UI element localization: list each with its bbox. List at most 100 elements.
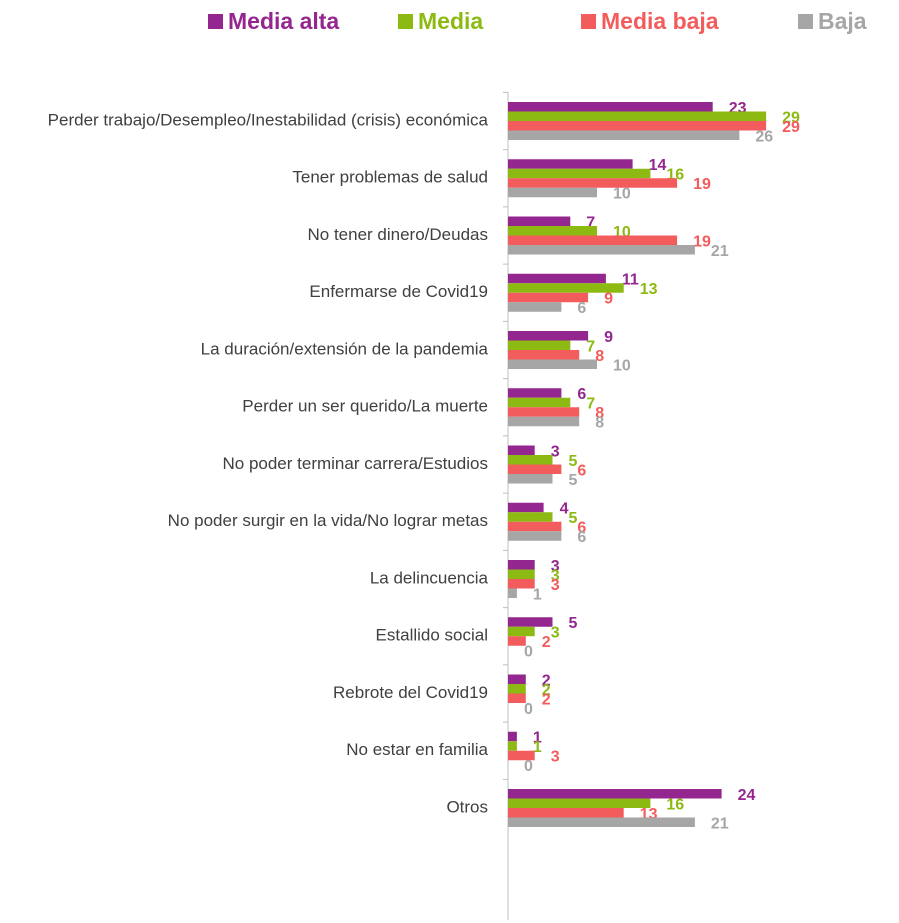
bar xyxy=(508,693,526,703)
legend-label: Media baja xyxy=(601,8,719,34)
data-label: 5 xyxy=(569,453,578,470)
category-label: La duración/extensión de la pandemia xyxy=(201,339,489,358)
data-label: 16 xyxy=(666,796,684,813)
data-label: 2 xyxy=(542,634,551,651)
legend-swatch xyxy=(398,14,413,29)
data-label: 5 xyxy=(569,510,578,527)
category-label: Tener problemas de salud xyxy=(292,168,488,187)
data-label: 6 xyxy=(577,300,586,317)
data-label: 11 xyxy=(622,272,639,289)
data-label: 3 xyxy=(551,577,560,594)
data-label: 4 xyxy=(560,501,569,518)
category-label: No estar en familia xyxy=(346,740,488,759)
category-label: No poder terminar carrera/Estudios xyxy=(222,454,488,473)
bar xyxy=(508,331,589,341)
category-label: Perder un ser querido/La muerte xyxy=(242,397,488,416)
bar xyxy=(508,292,589,303)
data-label: 1 xyxy=(533,730,542,747)
data-label: 19 xyxy=(693,233,711,250)
bar xyxy=(508,445,535,455)
data-label: 21 xyxy=(711,243,729,260)
data-label: 0 xyxy=(524,701,533,718)
bar xyxy=(508,750,535,761)
bar xyxy=(508,808,624,818)
bar xyxy=(508,302,562,312)
data-label: 13 xyxy=(640,281,658,298)
category-label: No tener dinero/Deudas xyxy=(307,225,488,244)
legend-swatch xyxy=(208,14,223,29)
data-label: 26 xyxy=(755,128,773,145)
data-label: 21 xyxy=(711,815,729,832)
data-label: 0 xyxy=(524,644,533,661)
data-label: 3 xyxy=(551,749,560,766)
data-label: 8 xyxy=(595,405,604,422)
bar xyxy=(508,187,597,198)
category-label: Perder trabajo/Desempleo/Inestabilidad (… xyxy=(48,110,489,129)
category-label: Estallido social xyxy=(376,626,488,645)
data-label: 8 xyxy=(595,415,604,432)
bar xyxy=(508,283,624,293)
bar xyxy=(508,130,740,140)
bar xyxy=(508,273,606,284)
data-label: 10 xyxy=(613,357,631,374)
bar xyxy=(508,817,695,827)
bar xyxy=(508,455,553,465)
category-label: Rebrote del Covid19 xyxy=(333,683,488,702)
bar xyxy=(508,636,526,646)
legend-label: Baja xyxy=(818,8,867,34)
data-label: 6 xyxy=(577,529,586,546)
data-label: 7 xyxy=(586,396,595,413)
bar xyxy=(508,731,517,742)
bar xyxy=(508,502,544,513)
data-label: 19 xyxy=(693,176,711,193)
data-label: 2 xyxy=(542,691,551,708)
bar xyxy=(508,397,571,408)
category-label: Otros xyxy=(446,797,488,816)
bar xyxy=(508,684,526,694)
data-label: 1 xyxy=(533,739,542,756)
bar xyxy=(508,617,553,627)
bar xyxy=(508,226,597,236)
bar xyxy=(508,798,651,808)
data-label: 3 xyxy=(551,567,560,584)
data-label: 7 xyxy=(586,338,595,355)
data-label: 6 xyxy=(577,520,586,537)
bar xyxy=(508,245,695,255)
data-label: 3 xyxy=(551,558,560,575)
bar xyxy=(508,674,526,684)
bar xyxy=(508,121,767,131)
legend-label: Media alta xyxy=(228,8,339,34)
data-label: 3 xyxy=(551,625,560,642)
data-label: 5 xyxy=(569,472,578,489)
bar xyxy=(508,340,571,350)
data-label: 2 xyxy=(542,682,551,699)
data-label: 2 xyxy=(542,672,551,689)
data-label: 6 xyxy=(577,386,586,403)
category-label: Enfermarse de Covid19 xyxy=(309,282,488,301)
bar xyxy=(508,350,580,360)
bar xyxy=(508,531,562,541)
data-label: 14 xyxy=(649,157,667,174)
data-label: 7 xyxy=(586,214,595,231)
data-label: 0 xyxy=(524,758,533,775)
data-label: 29 xyxy=(782,109,800,126)
bar xyxy=(508,235,678,245)
data-label: 5 xyxy=(569,615,578,632)
legend-label: Media xyxy=(418,8,483,34)
legend-swatch xyxy=(581,14,596,29)
data-label: 29 xyxy=(782,119,800,136)
bar xyxy=(508,416,580,427)
bar xyxy=(508,111,767,121)
category-label: La delincuencia xyxy=(370,568,489,587)
data-label: 9 xyxy=(604,291,613,308)
bar xyxy=(508,464,562,474)
bar xyxy=(508,741,517,751)
bar xyxy=(508,102,713,112)
bar xyxy=(508,178,678,188)
bar xyxy=(508,521,562,532)
data-label: 9 xyxy=(604,329,613,346)
data-label: 10 xyxy=(613,186,631,203)
data-label: 3 xyxy=(551,443,560,460)
data-label: 8 xyxy=(595,348,604,365)
